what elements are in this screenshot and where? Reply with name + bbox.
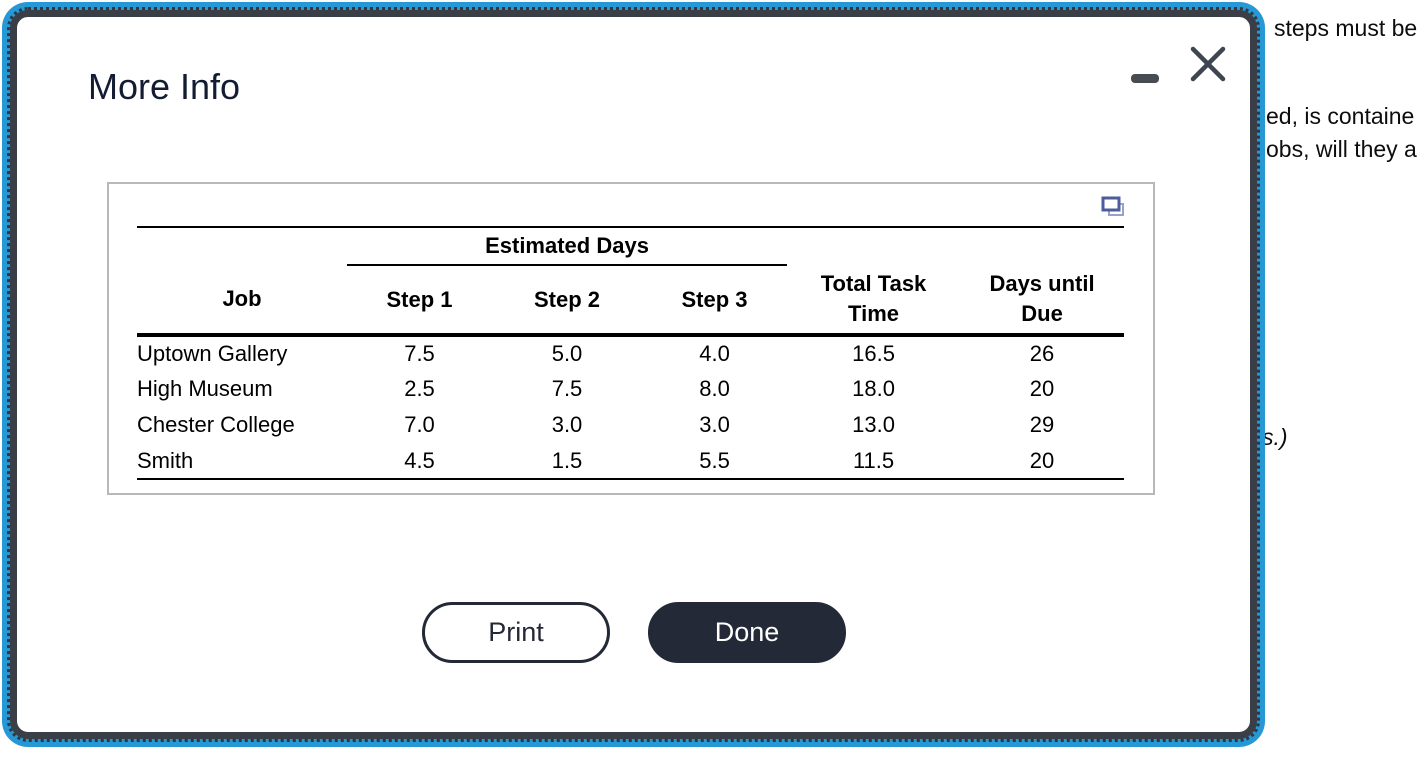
job-name-cell: Smith [137,447,194,473]
close-button[interactable] [1186,42,1230,86]
step3-cell: 5.5 [699,447,730,473]
job-name-cell: Chester College [137,412,295,437]
column-header-step2: Step 2 [492,265,642,337]
total-task-time-cell: 16.5 [852,341,895,366]
days-until-due-cell: 29 [1029,412,1055,437]
step3-cell: 3.0 [699,412,730,437]
job-name-cell: Uptown Gallery [137,341,288,366]
step1-cell: 4.5 [404,447,435,473]
total-task-time-cell: 13.0 [852,412,895,437]
table-card: Estimated Days Job Step 1 Step 2 Step 3 … [107,182,1155,495]
table-row: High Museum 2.5 7.5 8.0 18.0 20 [137,371,1124,407]
step1-cell: 7.5 [404,341,435,366]
step1-cell: 2.5 [404,376,435,401]
total-task-time-cell: 18.0 [852,376,895,401]
column-header-job: Job [137,265,347,337]
column-header-step3: Step 3 [642,265,788,337]
spacer-cell [960,227,1124,265]
background-text-line: obs, will they a [1266,136,1417,162]
job-name-cell: High Museum [137,376,273,401]
dialog-title: More Info [88,66,241,107]
days-until-due-cell: 20 [1029,376,1055,401]
column-header-step1: Step 1 [347,265,492,337]
step1-cell: 7.0 [404,412,435,437]
background-text-line: ed, is containe [1266,103,1415,129]
done-button[interactable]: Done [648,602,846,663]
column-header-total: Total Task Time [787,265,961,337]
column-header-days-due: Days until Due [960,265,1125,337]
total-task-time-cell: 11.5 [852,447,895,473]
copy-button[interactable] [1101,196,1127,220]
spacer-cell [137,227,347,265]
more-info-dialog: More Info Estimated Days [7,7,1260,742]
step2-cell: 7.5 [551,376,583,401]
step2-cell: 3.0 [551,412,583,437]
step2-cell: 5.0 [551,341,583,366]
step3-cell: 4.0 [699,341,730,366]
minimize-icon [1131,74,1159,83]
days-until-due-cell: 20 [1029,447,1055,473]
group-header-row: Estimated Days [137,227,1124,266]
step3-cell: 8.0 [699,376,730,401]
column-header-row: Job Step 1 Step 2 Step 3 Total Task Time… [137,265,1125,337]
group-header-estimated-days: Estimated Days [347,227,788,266]
background-text-line: steps must be [1274,15,1418,41]
days-until-due-cell: 26 [1029,341,1055,366]
table-row: Smith 4.5 1.5 5.5 11.5 20 [137,443,1124,479]
jobs-table: Estimated Days Job Step 1 Step 2 Step 3 … [137,226,1125,480]
table-row: Chester College 7.0 3.0 3.0 13.0 29 [137,407,1124,443]
table-row: Uptown Gallery 7.5 5.0 4.0 16.5 26 [137,335,1124,371]
close-icon [1190,46,1226,82]
spacer-cell [787,227,960,265]
background-text-line: s.) [1262,424,1288,450]
step2-cell: 1.5 [551,447,583,473]
copy-icon [1101,196,1124,216]
minimize-button[interactable] [1129,57,1161,89]
print-button[interactable]: Print [422,602,610,663]
